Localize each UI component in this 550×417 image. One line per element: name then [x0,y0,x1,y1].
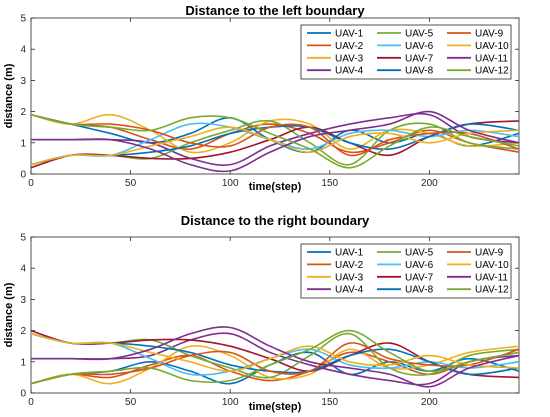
series-line-uav-9 [31,113,519,157]
series-line-uav-12 [31,113,519,169]
legend-label: UAV-10 [475,260,509,271]
x-tick-label: 150 [321,397,338,408]
series-group [31,326,519,388]
legend-label: UAV-3 [335,53,364,64]
y-tick-label: 5 [20,14,26,25]
series-line-uav-10 [31,126,519,166]
y-tick-label: 0 [20,389,26,400]
x-tick-label: 200 [421,178,438,189]
x-tick-label: 200 [421,397,438,408]
legend-box [300,243,512,299]
legend-box [300,24,512,80]
y-tick-label: 1 [20,138,26,149]
x-tick-label: 100 [222,178,239,189]
series-line-uav-10 [31,332,519,372]
legend-label: UAV-10 [475,41,509,52]
legend-label: UAV-4 [335,66,364,77]
legend-label: UAV-12 [475,285,509,296]
x-tick-label: 100 [222,397,239,408]
y-axis-label: distance (m) [3,282,15,347]
series-line-uav-12 [31,329,519,385]
legend-label: UAV-6 [405,41,434,52]
legend-label: UAV-5 [405,248,434,259]
series-group [31,110,519,173]
series-line-uav-11 [31,110,519,173]
legend-label: UAV-3 [335,272,364,283]
legend-label: UAV-12 [475,66,509,77]
legend-label: UAV-6 [405,260,434,271]
legend-label: UAV-7 [405,53,434,64]
y-tick-label: 4 [20,264,26,275]
y-tick-label: 1 [20,357,26,368]
y-tick-label: 3 [20,76,26,87]
legend-label: UAV-2 [335,260,364,271]
chart-title: Distance to the left boundary [185,3,365,18]
y-tick-label: 2 [20,326,26,337]
x-tick-label: 50 [125,178,137,189]
legend-label: UAV-5 [405,29,434,40]
legend-label: UAV-7 [405,272,434,283]
chart-title: Distance to the right boundary [181,213,370,228]
legend-label: UAV-2 [335,41,364,52]
legend-label: UAV-11 [475,53,508,64]
legend-label: UAV-9 [475,248,504,259]
legend-label: UAV-8 [405,66,434,77]
legend-label: UAV-8 [405,285,434,296]
y-tick-label: 0 [20,170,26,181]
y-axis-label: distance (m) [3,63,15,128]
legend-label: UAV-1 [335,29,364,40]
legend-label: UAV-9 [475,29,504,40]
y-tick-label: 3 [20,295,26,306]
series-line-uav-9 [31,342,519,385]
y-tick-label: 4 [20,45,26,56]
y-tick-label: 5 [20,233,26,244]
x-tick-label: 0 [28,397,34,408]
legend-label: UAV-11 [475,272,508,283]
legend-label: UAV-4 [335,285,364,296]
x-tick-label: 50 [125,397,137,408]
series-line-uav-11 [31,326,519,388]
y-tick-label: 2 [20,107,26,118]
x-tick-label: 150 [321,178,338,189]
x-tick-label: 0 [28,178,34,189]
legend-label: UAV-1 [335,248,364,259]
x-axis-label: time(step) [249,401,302,413]
x-axis-label: time(step) [249,181,302,193]
